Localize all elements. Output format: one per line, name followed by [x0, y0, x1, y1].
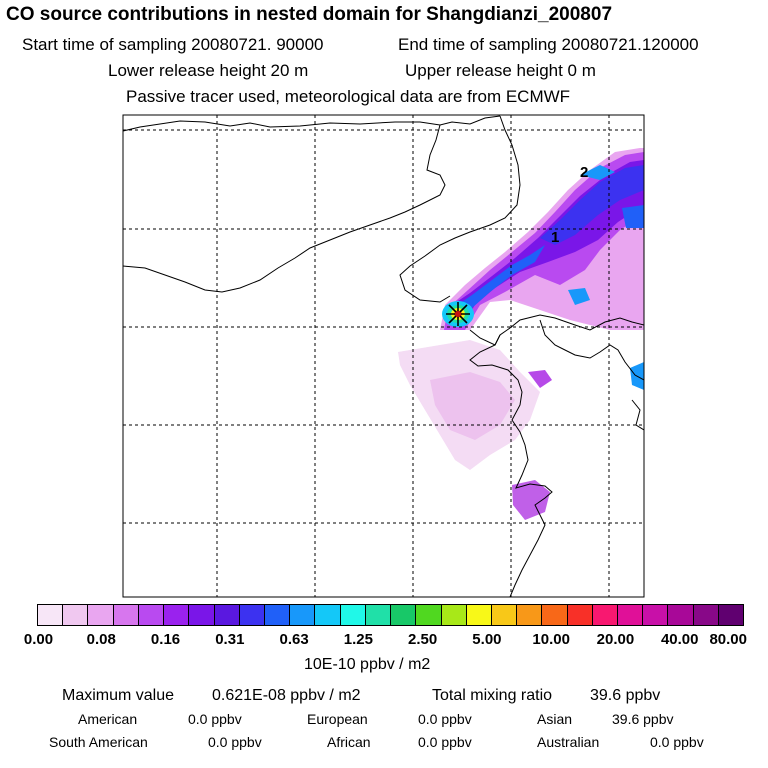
plume-layer: [398, 148, 644, 520]
color-scale-segment: [466, 605, 492, 625]
color-scale-segment: [668, 605, 694, 625]
color-scale-segment: [38, 605, 64, 625]
region-value: 0.0 ppbv: [208, 734, 262, 750]
color-scale-segment: [391, 605, 417, 625]
color-scale: [37, 604, 744, 626]
color-scale-segment: [63, 605, 89, 625]
color-scale-tick: 0.08: [86, 631, 116, 648]
color-scale-segment: [693, 605, 719, 625]
point-label-1: 1: [551, 229, 559, 246]
color-scale-tick: 5.00: [472, 631, 502, 648]
region-name: Australian: [537, 734, 600, 750]
color-scale-tick: 80.00: [709, 631, 748, 648]
color-scale-segment: [441, 605, 467, 625]
color-scale-tick: 0.16: [150, 631, 181, 648]
coastline-layer: [123, 115, 644, 597]
region-value: 39.6 ppbv: [612, 711, 674, 727]
graticule: [123, 115, 644, 597]
color-scale-tick: 0.00: [23, 631, 54, 648]
color-scale-segment: [113, 605, 139, 625]
page-title: CO source contributions in nested domain…: [6, 4, 613, 25]
color-scale-segment: [365, 605, 392, 625]
color-scale-segment: [88, 605, 114, 625]
max-label: Maximum value: [62, 687, 175, 704]
color-scale-segment: [517, 605, 543, 625]
color-scale-tick: 1.25: [343, 631, 373, 648]
tracer-note: Passive tracer used, meteorological data…: [126, 87, 571, 106]
region-name: African: [327, 734, 371, 750]
lower-release-label: Lower release height 20 m: [108, 61, 309, 80]
color-scale-segment: [340, 605, 366, 625]
unit-label: 10E-10 ppbv / m2: [304, 656, 431, 673]
color-scale-segment: [138, 605, 165, 625]
color-scale-segment: [618, 605, 644, 625]
region-name: Asian: [537, 711, 573, 727]
color-scale-segment: [491, 605, 518, 625]
region-value: 0.0 ppbv: [418, 711, 472, 727]
max-value: 0.621E-08 ppbv / m2: [212, 687, 361, 704]
color-scale-segment: [214, 605, 240, 625]
color-scale-segment: [542, 605, 568, 625]
color-scale-segment: [592, 605, 619, 625]
color-scale-tick: 0.31: [215, 631, 245, 648]
color-scale-segment: [567, 605, 593, 625]
end-time-label: End time of sampling 20080721.120000: [398, 35, 699, 54]
color-scale-tick: 2.50: [408, 631, 438, 648]
map-frame: [122, 114, 645, 598]
color-scale-segment: [290, 605, 316, 625]
point-label-2: 2: [580, 164, 588, 181]
color-scale-segment: [643, 605, 669, 625]
region-name: South American: [49, 734, 148, 750]
region-name: European: [307, 711, 368, 727]
color-scale-segment: [189, 605, 215, 625]
total-value: 39.6 ppbv: [590, 687, 661, 704]
total-label: Total mixing ratio: [432, 687, 553, 704]
color-scale-tick: 0.63: [279, 631, 309, 648]
region-value: 0.0 ppbv: [418, 734, 472, 750]
star-icon: [446, 302, 470, 326]
color-scale-segment: [416, 605, 442, 625]
color-scale-segment: [164, 605, 190, 625]
color-scale-segment: [239, 605, 265, 625]
color-scale-tick: 40.00: [660, 631, 699, 648]
region-value: 0.0 ppbv: [650, 734, 704, 750]
color-scale-segment: [718, 605, 744, 625]
color-scale-segment: [315, 605, 341, 625]
region-name: American: [78, 711, 138, 727]
color-scale-tick: 20.00: [596, 631, 635, 648]
region-value: 0.0 ppbv: [188, 711, 242, 727]
upper-release-label: Upper release height 0 m: [405, 61, 596, 80]
color-scale-tick: 10.00: [532, 631, 570, 648]
color-scale-segment: [264, 605, 291, 625]
start-time-label: Start time of sampling 20080721. 90000: [22, 35, 324, 54]
